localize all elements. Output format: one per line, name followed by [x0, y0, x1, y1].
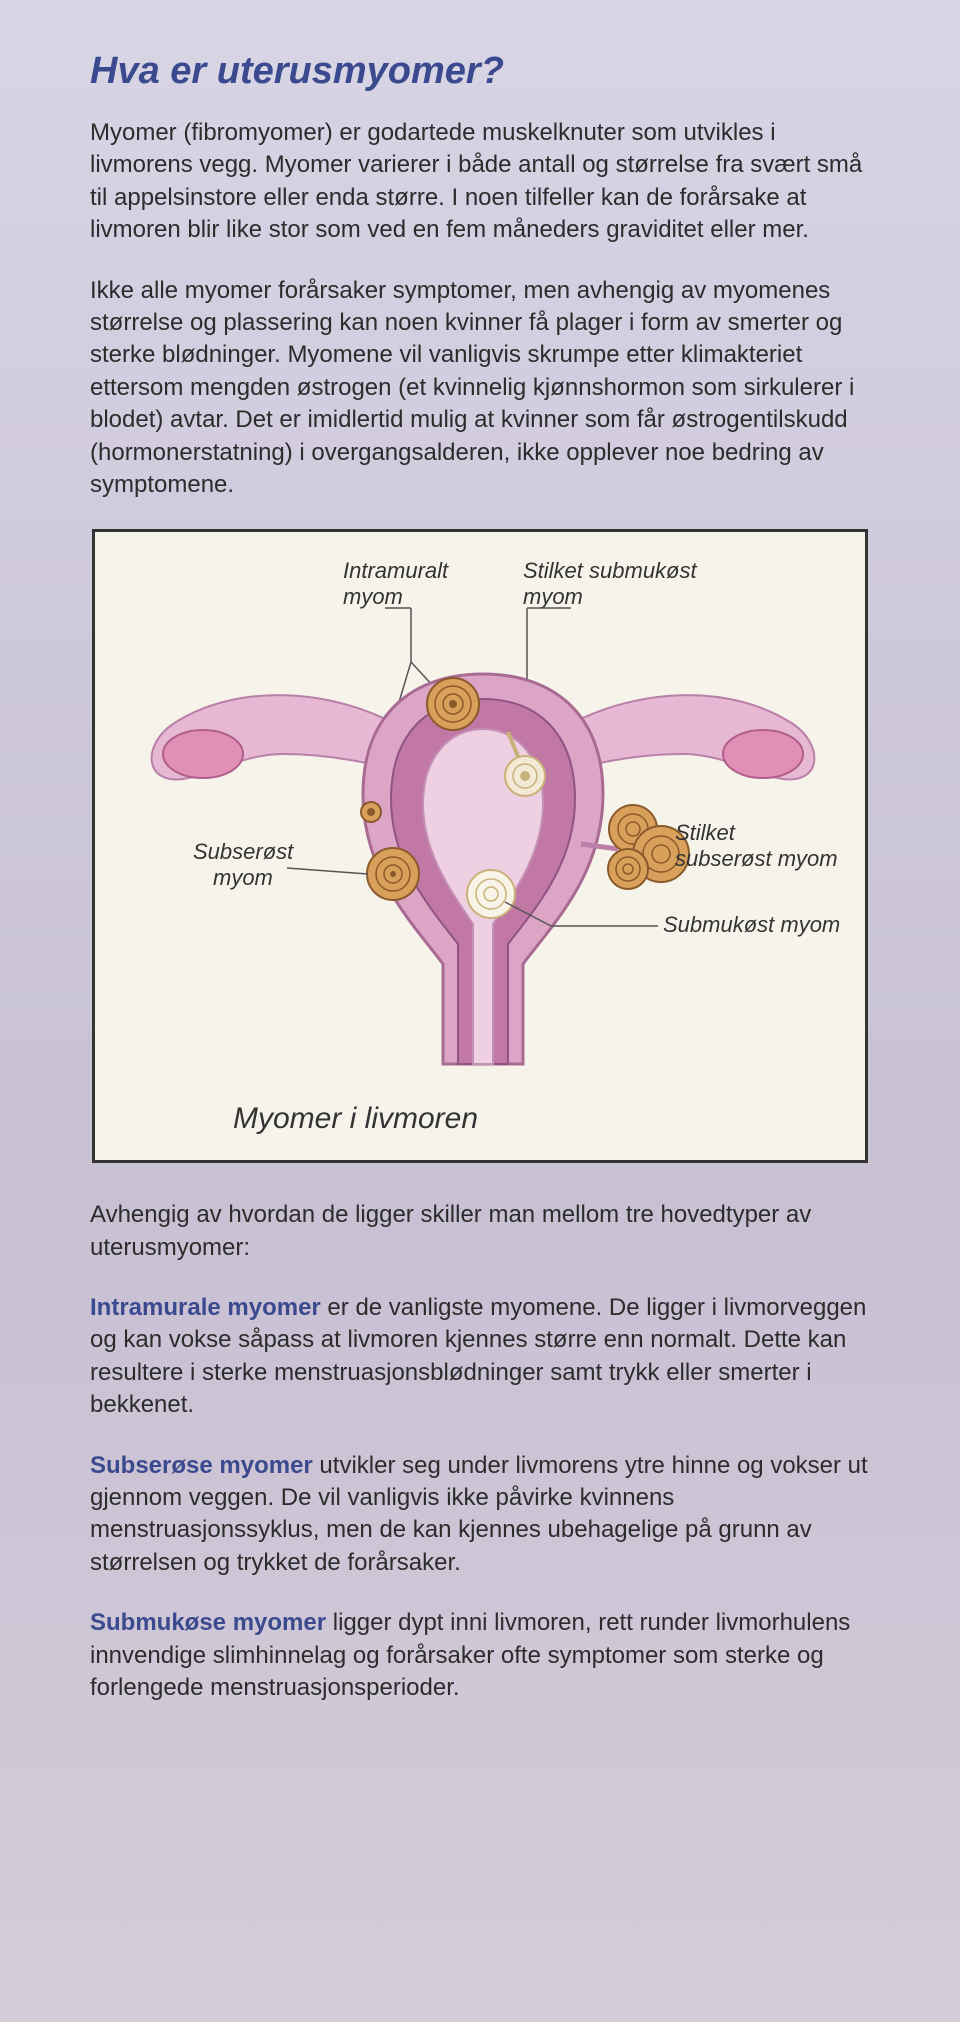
diagram-caption: Myomer i livmoren	[233, 1102, 847, 1136]
label-intramural-2: myom	[343, 584, 403, 609]
label-stilket-subserost-2: subserøst myom	[675, 846, 838, 871]
label-stilket-submukost-2: myom	[523, 584, 583, 609]
intro-paragraph-2: Ikke alle myomer forårsaker symptomer, m…	[90, 275, 870, 502]
intro-paragraph-1: Myomer (fibromyomer) er godartede muskel…	[90, 117, 870, 247]
label-subserost-2: myom	[213, 865, 273, 890]
label-submukost: Submukøst myom	[663, 912, 840, 937]
type-subserose: Subserøse myomer utvikler seg under livm…	[90, 1450, 870, 1580]
uterus-diagram: Intramuralt myom Stilket submukøst myom	[113, 554, 853, 1074]
label-subserost-1: Subserøst	[193, 839, 294, 864]
type-label-subserose: Subserøse myomer	[90, 1452, 313, 1479]
type-submukose: Submukøse myomer ligger dypt inni livmor…	[90, 1607, 870, 1704]
page-title: Hva er uterusmyomer?	[90, 50, 870, 93]
label-stilket-submukost-1: Stilket submukøst	[523, 558, 697, 583]
myom-subserost	[367, 848, 419, 900]
type-intramural: Intramurale myomer er de vanligste myome…	[90, 1292, 870, 1422]
label-stilket-subserost-1: Stilket	[675, 820, 736, 845]
types-intro: Avhengig av hvordan de ligger skiller ma…	[90, 1199, 870, 1264]
label-intramural-1: Intramuralt	[343, 558, 449, 583]
type-label-submukose: Submukøse myomer	[90, 1609, 326, 1636]
diagram-container: Intramuralt myom Stilket submukøst myom	[92, 529, 868, 1163]
myom-submukost	[467, 870, 515, 918]
myom-intramural	[427, 678, 479, 730]
myom-intramural-small	[361, 802, 381, 822]
type-label-intramural: Intramurale myomer	[90, 1294, 321, 1321]
